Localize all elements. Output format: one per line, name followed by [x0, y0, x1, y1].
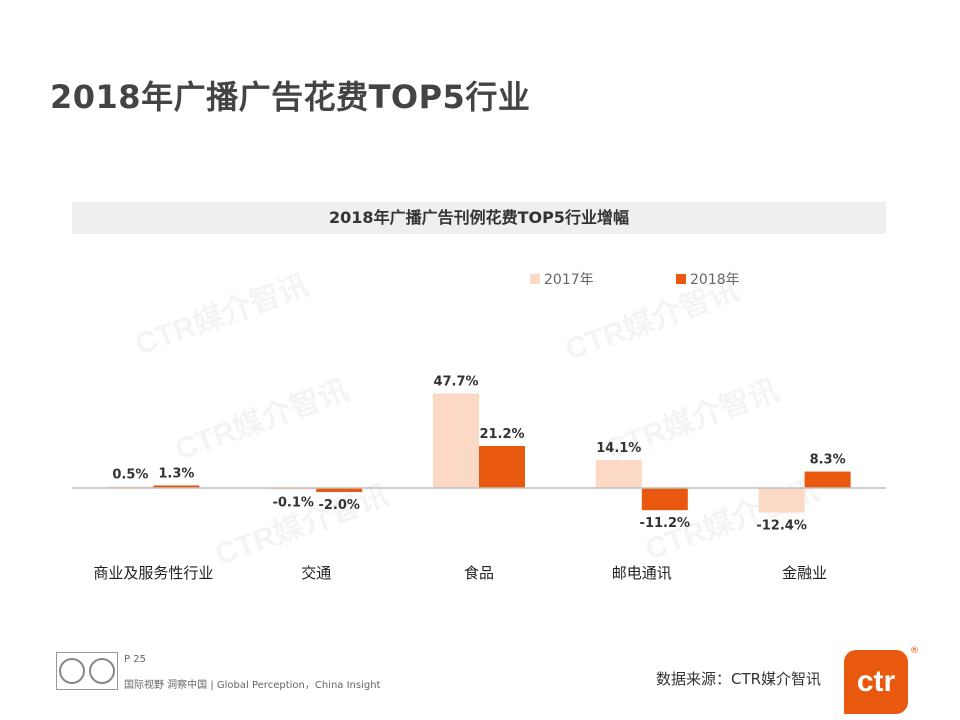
ctr-logo: ctr: [844, 650, 908, 714]
category-label: 商业及服务性行业: [93, 564, 213, 582]
data-label: 8.3%: [810, 453, 846, 468]
legend-swatch: [530, 274, 540, 284]
bar: [758, 488, 805, 513]
data-source: 数据来源：CTR媒介智讯: [656, 670, 822, 688]
certification-seal-icon: [59, 658, 85, 684]
bar: [153, 485, 200, 488]
data-label: -0.1%: [272, 496, 313, 511]
bar: [316, 488, 363, 492]
bar: [479, 446, 525, 488]
bar: [641, 488, 688, 511]
category-label: 食品: [464, 564, 494, 582]
certification-seal-icon: [89, 658, 115, 684]
data-label: -2.0%: [318, 498, 359, 513]
category-label: 邮电通讯: [612, 564, 672, 582]
bar: [804, 471, 851, 488]
page-title: 2018年广播广告花费TOP5行业: [50, 78, 531, 116]
data-label: 21.2%: [479, 427, 524, 442]
certification-logo: [56, 652, 118, 690]
bar: [595, 460, 642, 488]
legend-swatch: [676, 274, 686, 284]
data-label: -11.2%: [640, 516, 691, 531]
legend-label: 2018年: [690, 272, 740, 288]
chart-title: 2018年广播广告刊例花费TOP5行业增幅: [72, 202, 886, 234]
footer-slogan: 国际视野 洞察中国 | Global Perception，China Insi…: [124, 680, 381, 691]
legend-label: 2017年: [544, 272, 594, 288]
category-label: 交通: [301, 564, 331, 582]
category-label: 金融业: [782, 564, 827, 582]
data-label: -12.4%: [756, 519, 807, 534]
data-label: 14.1%: [596, 441, 641, 456]
page-number: P 25: [124, 654, 146, 665]
bar: [433, 393, 479, 488]
data-label: 47.7%: [433, 375, 478, 390]
data-label: 1.3%: [158, 466, 194, 481]
data-label: 0.5%: [112, 468, 148, 483]
registered-mark: ®: [910, 646, 919, 656]
